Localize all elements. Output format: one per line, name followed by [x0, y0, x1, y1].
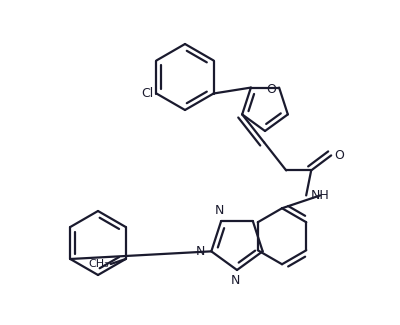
Text: N: N [230, 274, 240, 287]
Text: N: N [196, 245, 205, 258]
Text: Cl: Cl [141, 87, 154, 100]
Text: O: O [266, 83, 276, 96]
Text: O: O [334, 149, 344, 162]
Text: NH: NH [311, 189, 330, 202]
Text: N: N [214, 204, 224, 217]
Text: CH₃: CH₃ [88, 259, 109, 269]
